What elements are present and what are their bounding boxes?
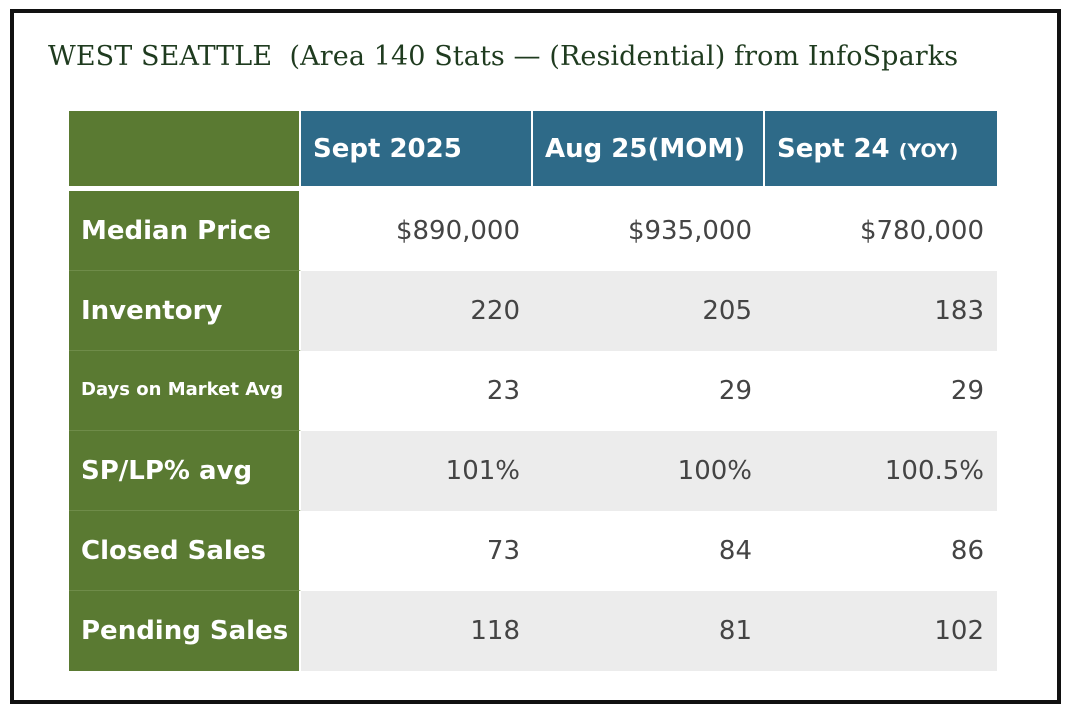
column-header-label: Sept 24	[777, 133, 899, 164]
table-cell: 183	[765, 271, 997, 351]
table-cell: $890,000	[301, 191, 533, 271]
table-cell: 84	[533, 511, 765, 591]
table-cell: 29	[533, 351, 765, 431]
table-row-median-price: Median Price $890,000 $935,000 $780,000	[69, 191, 997, 271]
table-row-inventory: Inventory 220 205 183	[69, 271, 997, 351]
table-cell: 101%	[301, 431, 533, 511]
row-label-closed-sales: Closed Sales	[69, 511, 301, 591]
table-cell: 100%	[533, 431, 765, 511]
table-row-sp-lp-avg: SP/LP% avg 101% 100% 100.5%	[69, 431, 997, 511]
header-corner	[69, 111, 301, 191]
stats-table: Sept 2025 Aug 25(MOM) Sept 24 (YOY) Medi…	[69, 111, 997, 671]
table-row-days-on-market: Days on Market Avg 23 29 29	[69, 351, 997, 431]
column-header-sept-24-yoy: Sept 24 (YOY)	[765, 111, 997, 191]
column-header-sept-2025: Sept 2025	[301, 111, 533, 191]
table-cell: 220	[301, 271, 533, 351]
column-header-label: Aug 25(MOM)	[545, 133, 746, 164]
table-row-pending-sales: Pending Sales 118 81 102	[69, 591, 997, 671]
row-label-pending-sales: Pending Sales	[69, 591, 301, 671]
stats-frame: WEST SEATTLE (Area 140 Stats — (Resident…	[10, 9, 1061, 704]
table-cell: 29	[765, 351, 997, 431]
row-label-median-price: Median Price	[69, 191, 301, 271]
table-cell: 102	[765, 591, 997, 671]
table-cell: 86	[765, 511, 997, 591]
table-cell: 81	[533, 591, 765, 671]
row-label-days-on-market: Days on Market Avg	[69, 351, 301, 431]
column-header-suffix: (YOY)	[898, 139, 959, 162]
page-title: WEST SEATTLE (Area 140 Stats — (Resident…	[48, 41, 959, 72]
table-header-row: Sept 2025 Aug 25(MOM) Sept 24 (YOY)	[69, 111, 997, 191]
row-label-sp-lp-avg: SP/LP% avg	[69, 431, 301, 511]
table-cell: $780,000	[765, 191, 997, 271]
table-cell: 23	[301, 351, 533, 431]
table-cell: 205	[533, 271, 765, 351]
table-row-closed-sales: Closed Sales 73 84 86	[69, 511, 997, 591]
table-cell: 100.5%	[765, 431, 997, 511]
row-label-inventory: Inventory	[69, 271, 301, 351]
column-header-label: Sept 2025	[313, 133, 462, 164]
table-cell: 73	[301, 511, 533, 591]
table-cell: $935,000	[533, 191, 765, 271]
table-cell: 118	[301, 591, 533, 671]
column-header-aug-25-mom: Aug 25(MOM)	[533, 111, 765, 191]
